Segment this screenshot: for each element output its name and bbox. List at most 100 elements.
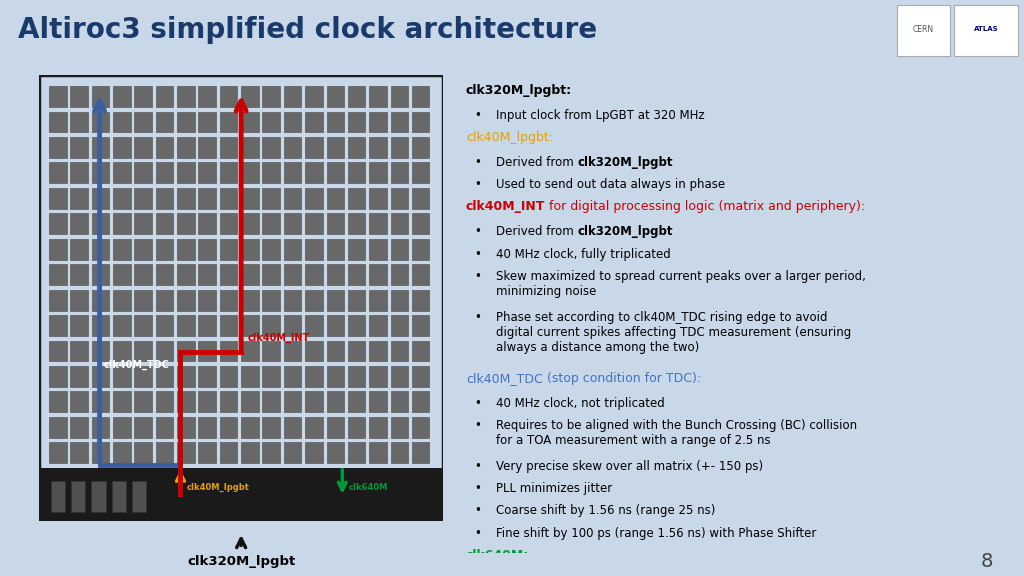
Bar xyxy=(134,442,152,463)
Bar xyxy=(134,112,152,132)
Bar xyxy=(390,162,409,183)
Text: Requires to be aligned with the Bunch Crossing (BC) collision
for a TOA measurem: Requires to be aligned with the Bunch Cr… xyxy=(496,419,857,447)
Text: clk40M_INT: clk40M_INT xyxy=(466,200,546,214)
Bar xyxy=(177,264,195,285)
Text: Derived from: Derived from xyxy=(496,225,578,238)
Bar xyxy=(327,315,344,336)
Text: ATLAS: ATLAS xyxy=(974,26,998,32)
Bar xyxy=(370,340,387,362)
Bar xyxy=(134,137,152,158)
Bar xyxy=(113,86,131,107)
Bar xyxy=(72,481,85,513)
Bar xyxy=(113,213,131,234)
Bar xyxy=(242,86,259,107)
Bar xyxy=(370,112,387,132)
Bar xyxy=(305,366,323,387)
Bar xyxy=(897,5,950,56)
Bar xyxy=(348,213,366,234)
Bar xyxy=(199,392,216,412)
Bar xyxy=(284,315,301,336)
Bar xyxy=(156,366,173,387)
Bar xyxy=(242,442,259,463)
Bar xyxy=(412,239,429,260)
Bar xyxy=(156,290,173,310)
Bar xyxy=(327,86,344,107)
Bar xyxy=(412,112,429,132)
Bar xyxy=(199,239,216,260)
Bar xyxy=(305,290,323,310)
Bar xyxy=(305,392,323,412)
Bar xyxy=(262,290,280,310)
Text: •: • xyxy=(474,311,481,324)
Bar xyxy=(71,162,88,183)
Bar xyxy=(49,442,67,463)
Bar xyxy=(412,392,429,412)
Bar xyxy=(177,442,195,463)
Bar xyxy=(390,417,409,438)
Bar xyxy=(242,392,259,412)
Bar xyxy=(134,188,152,209)
Bar xyxy=(92,442,110,463)
Bar xyxy=(390,112,409,132)
Bar xyxy=(134,213,152,234)
Bar xyxy=(71,188,88,209)
Bar xyxy=(71,213,88,234)
Bar xyxy=(412,86,429,107)
Bar xyxy=(49,112,67,132)
Bar xyxy=(71,442,88,463)
Bar xyxy=(348,340,366,362)
Bar xyxy=(113,340,131,362)
Bar xyxy=(113,137,131,158)
Bar xyxy=(348,290,366,310)
Bar xyxy=(71,340,88,362)
Bar xyxy=(305,264,323,285)
Bar xyxy=(220,213,238,234)
Text: •: • xyxy=(474,574,481,576)
Text: Phase set according to clk40M_TDC rising edge to avoid
digital current spikes af: Phase set according to clk40M_TDC rising… xyxy=(496,311,851,354)
Bar xyxy=(327,392,344,412)
Bar xyxy=(199,366,216,387)
Bar xyxy=(134,162,152,183)
Bar xyxy=(177,366,195,387)
Text: •: • xyxy=(474,156,481,169)
Bar xyxy=(284,442,301,463)
Bar xyxy=(199,86,216,107)
Text: clk640M:: clk640M: xyxy=(466,548,529,562)
Bar xyxy=(370,213,387,234)
Bar xyxy=(284,264,301,285)
Bar xyxy=(113,417,131,438)
Bar xyxy=(327,417,344,438)
Bar xyxy=(49,366,67,387)
Bar xyxy=(49,417,67,438)
Bar xyxy=(71,239,88,260)
Text: clk320M_lpgbt: clk320M_lpgbt xyxy=(578,225,673,238)
Bar xyxy=(305,137,323,158)
Text: Fine shift by 100 ps (range 1.56 ns) with Phase Shifter: Fine shift by 100 ps (range 1.56 ns) wit… xyxy=(496,526,816,540)
Text: •: • xyxy=(474,225,481,238)
Bar xyxy=(370,264,387,285)
Bar xyxy=(220,137,238,158)
Bar xyxy=(390,86,409,107)
Bar xyxy=(71,112,88,132)
Bar xyxy=(177,239,195,260)
Bar xyxy=(348,188,366,209)
Bar xyxy=(49,86,67,107)
Bar xyxy=(199,340,216,362)
Bar xyxy=(242,264,259,285)
Bar xyxy=(242,188,259,209)
Bar xyxy=(177,417,195,438)
Text: clk40M_TDC: clk40M_TDC xyxy=(466,372,543,385)
Bar xyxy=(199,264,216,285)
Bar xyxy=(262,417,280,438)
Bar xyxy=(262,188,280,209)
Bar xyxy=(262,162,280,183)
Bar xyxy=(262,366,280,387)
Bar xyxy=(327,162,344,183)
Text: 8: 8 xyxy=(981,552,993,571)
Text: (stop condition for TDC):: (stop condition for TDC): xyxy=(543,372,700,385)
Bar xyxy=(92,239,110,260)
Bar xyxy=(284,162,301,183)
Text: •: • xyxy=(474,397,481,410)
Bar xyxy=(177,213,195,234)
Bar xyxy=(242,137,259,158)
